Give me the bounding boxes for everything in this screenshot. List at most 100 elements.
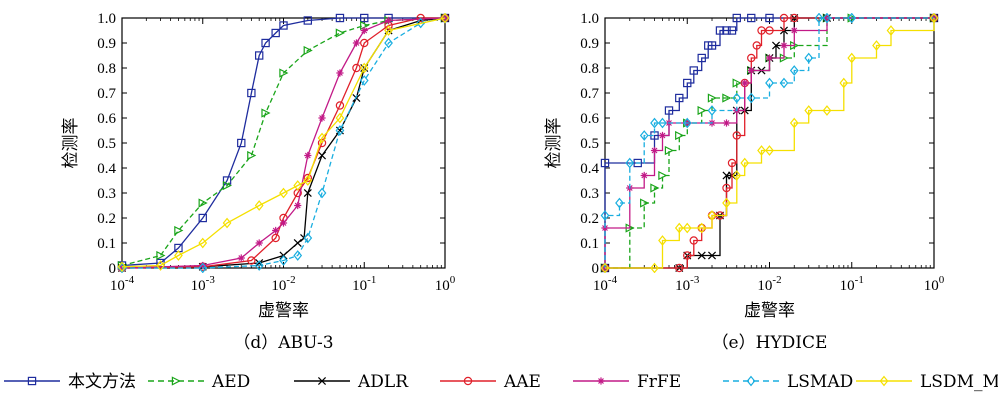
data-point bbox=[757, 26, 766, 35]
data-point bbox=[741, 79, 749, 87]
y-tick-label: 0.3 bbox=[97, 186, 116, 202]
data-point bbox=[675, 93, 684, 103]
data-point bbox=[790, 13, 799, 23]
data-point bbox=[247, 150, 257, 161]
data-point bbox=[765, 145, 774, 156]
data-point bbox=[303, 173, 313, 183]
x-tick-label: 10-3 bbox=[191, 274, 216, 294]
data-point bbox=[650, 146, 659, 155]
series-AAE bbox=[600, 13, 939, 273]
y-axis-label: 检测率 bbox=[544, 118, 564, 169]
data-point bbox=[174, 250, 183, 261]
data-point bbox=[318, 151, 327, 160]
data-point bbox=[847, 52, 857, 64]
data-point bbox=[886, 25, 896, 36]
x-tick-label: 10-2 bbox=[271, 274, 295, 294]
data-point bbox=[254, 260, 264, 271]
data-point bbox=[747, 53, 756, 63]
y-tick-label: 0 bbox=[109, 261, 117, 277]
data-point bbox=[675, 263, 684, 273]
data-point bbox=[658, 117, 667, 129]
data-point bbox=[336, 69, 344, 77]
data-point bbox=[304, 151, 312, 160]
legend-item-LSDM_Mog: LSDM_Mog bbox=[856, 372, 998, 392]
series-LSMAD bbox=[600, 13, 939, 273]
x-tick-label: 10-1 bbox=[352, 274, 376, 294]
y-axis-label: 检测率 bbox=[61, 118, 81, 169]
data-point bbox=[335, 125, 345, 136]
data-point bbox=[658, 170, 668, 181]
data-point bbox=[293, 238, 302, 248]
series-ADLR bbox=[600, 13, 939, 273]
legend-label: AAE bbox=[503, 372, 541, 392]
data-point bbox=[600, 262, 610, 273]
data-point bbox=[352, 39, 361, 47]
series-line bbox=[121, 17, 445, 269]
data-point bbox=[765, 54, 774, 62]
data-point bbox=[255, 239, 263, 247]
data-point bbox=[674, 222, 684, 234]
data-point bbox=[697, 105, 707, 116]
data-point bbox=[156, 250, 166, 261]
y-tick-label: 0.4 bbox=[97, 161, 116, 177]
data-point bbox=[156, 260, 165, 271]
data-point bbox=[929, 13, 939, 24]
data-point bbox=[847, 13, 857, 24]
series-AED bbox=[117, 13, 450, 271]
data-point bbox=[272, 226, 280, 235]
data-point bbox=[271, 28, 280, 38]
data-point bbox=[279, 21, 288, 30]
data-point bbox=[732, 131, 741, 140]
data-point bbox=[727, 26, 737, 35]
data-point bbox=[293, 180, 303, 191]
legend-marker bbox=[879, 375, 889, 387]
x-axis-label: 虚警率 bbox=[744, 301, 795, 321]
legend-marker bbox=[463, 376, 473, 386]
y-tick-label: 0.5 bbox=[97, 136, 116, 152]
data-point bbox=[247, 88, 256, 98]
data-point bbox=[303, 188, 312, 198]
data-point bbox=[303, 175, 313, 186]
data-point bbox=[254, 51, 264, 60]
series-ADLR bbox=[117, 13, 450, 273]
data-point bbox=[752, 41, 761, 50]
data-point bbox=[174, 225, 184, 236]
legend-item-LSMAD: LSMAD bbox=[723, 372, 853, 392]
data-point bbox=[279, 255, 288, 266]
y-tick-label: 0.7 bbox=[580, 86, 599, 102]
y-tick-label: 0.2 bbox=[580, 211, 599, 227]
data-point bbox=[707, 251, 717, 260]
data-point bbox=[359, 62, 369, 74]
data-point bbox=[789, 65, 799, 76]
series-AED bbox=[600, 13, 939, 273]
data-point bbox=[237, 138, 246, 148]
data-point bbox=[747, 13, 756, 23]
data-point bbox=[689, 66, 698, 75]
series-LSDM_Mog bbox=[600, 13, 939, 273]
data-point bbox=[790, 26, 798, 35]
data-point bbox=[303, 45, 313, 56]
data-point bbox=[650, 262, 659, 273]
data-point bbox=[746, 92, 756, 104]
data-point bbox=[747, 66, 755, 75]
x-axis-label: 虚警率 bbox=[258, 301, 309, 321]
legend-marker bbox=[746, 375, 756, 387]
data-point bbox=[359, 75, 369, 86]
series-LSDM_Mog bbox=[117, 13, 450, 273]
data-point bbox=[279, 219, 288, 227]
data-point bbox=[722, 119, 731, 127]
legend-marker bbox=[171, 376, 181, 386]
chart-caption: （e）HYDICE bbox=[712, 333, 828, 353]
y-tick-label: 0.3 bbox=[580, 186, 599, 202]
data-point bbox=[839, 77, 849, 89]
data-point bbox=[707, 105, 717, 116]
data-point bbox=[822, 13, 832, 24]
legend-label: LSMAD bbox=[787, 372, 853, 392]
chart-hydice: 0 0.1 0.2 0.3 0.4 0.5 0.6 0.7 0.8 0.9 1.0 10-4 10-3 1… bbox=[544, 11, 945, 353]
series-line bbox=[121, 17, 446, 269]
legend-item-AED: AED bbox=[148, 372, 250, 392]
legend-label: LSDM_Mog bbox=[920, 372, 998, 392]
data-point bbox=[740, 157, 750, 169]
data-point bbox=[822, 105, 832, 116]
data-point bbox=[789, 117, 799, 129]
